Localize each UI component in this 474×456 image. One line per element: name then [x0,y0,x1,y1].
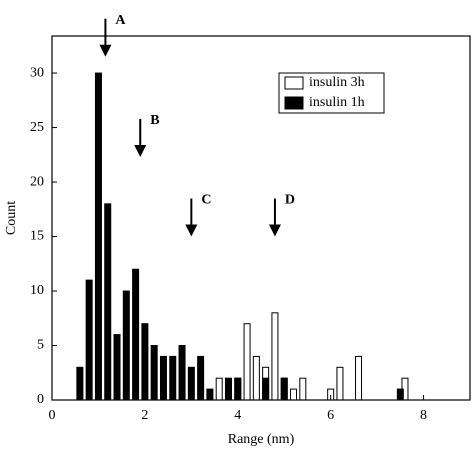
legend-swatch [284,76,304,90]
arrow-head [99,44,112,57]
x-axis-label: Range (nm) [228,432,295,447]
y-tick-label: 0 [37,392,44,407]
y-tick-label: 20 [30,174,44,189]
bar [113,334,121,401]
x-tick-label: 4 [234,408,241,423]
arrow-head [185,224,198,237]
x-tick-label: 0 [49,408,56,423]
bar [215,377,223,401]
bar [150,345,158,401]
bar [206,388,214,401]
y-tick-label: 30 [30,65,44,80]
legend-label: insulin 1h [309,95,365,110]
bar [132,268,140,401]
bar [355,355,363,401]
bar [94,72,102,401]
annotation-label: C [201,193,211,208]
bar [280,377,288,401]
legend-swatch [284,96,304,110]
y-tick-label: 15 [30,229,44,244]
bar [224,377,232,401]
bar [187,366,195,401]
annotation-label: B [150,113,159,128]
arrow-head [134,144,147,157]
x-tick-label: 2 [141,408,148,423]
bar [252,355,260,401]
bar [178,345,186,401]
bar [290,388,298,401]
bar [396,388,404,401]
legend-label: insulin 3h [309,75,365,90]
bar [76,366,84,401]
x-tick-label: 6 [327,408,334,423]
annotation-label: A [115,13,126,28]
y-tick-label: 10 [30,283,44,298]
x-tick-label: 8 [420,408,427,423]
bar [336,366,344,401]
bar [243,323,251,401]
y-axis-label: Count [4,201,19,235]
bar [159,355,167,401]
bar [141,323,149,401]
y-tick-label: 5 [37,338,44,353]
bar [197,355,205,401]
bar [85,279,93,401]
bar [262,377,270,401]
bar [169,355,177,401]
bar [271,312,279,401]
bar [122,290,130,401]
bar [299,377,307,401]
plot-frame [51,35,471,401]
bar [104,203,112,401]
arrow-head [268,224,281,237]
annotation-label: D [285,193,295,208]
y-tick-label: 25 [30,120,44,135]
